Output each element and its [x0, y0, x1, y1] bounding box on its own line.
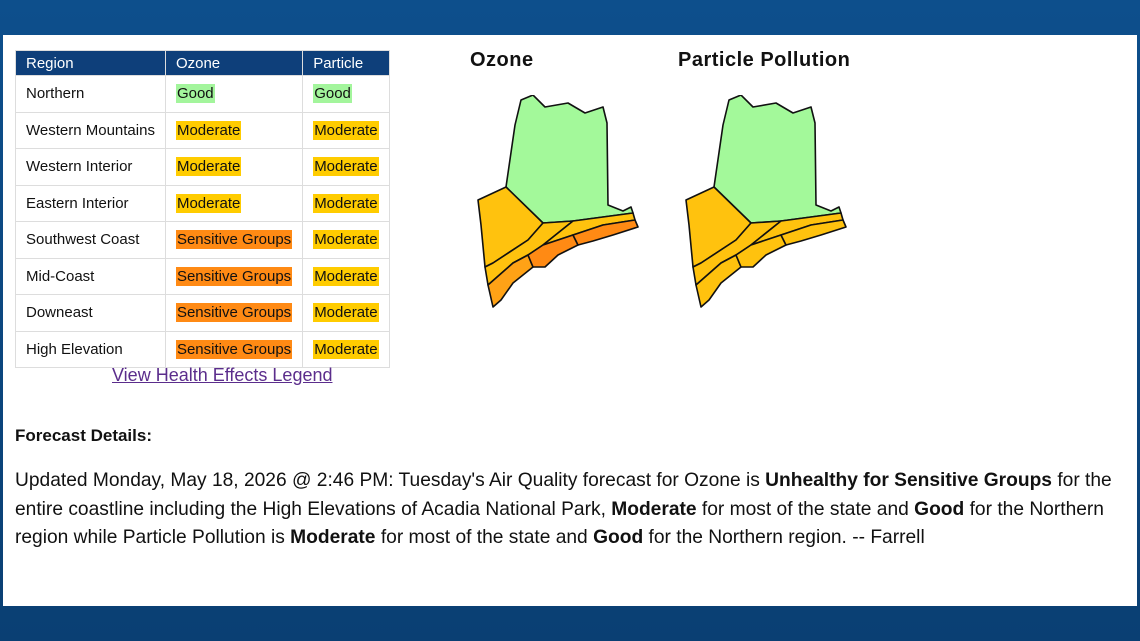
- rating-badge: Moderate: [313, 157, 379, 177]
- rating-badge: Sensitive Groups: [175, 339, 293, 359]
- text: for most of the state and: [701, 498, 909, 520]
- rating-cell: Moderate: [302, 184, 390, 222]
- forecast-text: Updated Monday, May 18, 2026 @ 2:46 PM: …: [15, 467, 1130, 553]
- rating-cell: Sensitive Groups: [164, 294, 304, 332]
- table-header: Region Ozone Particle: [15, 50, 390, 76]
- content-panel: Region Ozone Particle Northern Good Good West…: [3, 35, 1137, 606]
- table-row: High Elevation Sensitive Groups Moderate: [15, 330, 390, 368]
- rating-cell: Moderate: [302, 294, 390, 332]
- bold-text: Unhealthy for Sensitive Groups: [765, 470, 1052, 491]
- column-header: Particle: [302, 50, 390, 76]
- air-quality-table: Region Ozone Particle Northern Good Good West…: [15, 50, 390, 368]
- rating-badge: Moderate: [313, 266, 379, 286]
- bold-text: Good: [914, 498, 965, 520]
- region-cell: Eastern Interior: [15, 184, 166, 222]
- text: for most of the state and: [380, 527, 588, 548]
- region-cell: Downeast: [15, 294, 166, 332]
- region-cell: Southwest Coast: [15, 221, 166, 259]
- rating-cell: Sensitive Groups: [164, 257, 304, 295]
- rating-badge: Moderate: [175, 193, 242, 213]
- region-cell: Mid-Coast: [15, 257, 166, 295]
- region-cell: High Elevation: [15, 330, 166, 368]
- rating-cell: Sensitive Groups: [164, 221, 304, 259]
- ozone-map: [477, 95, 639, 308]
- rating-badge: Moderate: [175, 157, 242, 177]
- bold-text: Moderate: [611, 498, 697, 520]
- table-row: Eastern Interior Moderate Moderate: [15, 184, 390, 222]
- rating-badge: Sensitive Groups: [175, 266, 293, 286]
- table-row: Southwest Coast Sensitive Groups Moderate: [15, 221, 390, 259]
- text: for the Northern region while Particle P…: [15, 498, 1104, 549]
- text: for the Northern region. -- Farrell: [648, 527, 925, 548]
- table-row: Western Mountains Moderate Moderate: [15, 111, 390, 149]
- text: Updated Monday, May 18, 2026 @ 2:46 PM: …: [15, 470, 760, 491]
- region-cell: Western Mountains: [15, 111, 166, 149]
- forecast-heading: Forecast Details:: [15, 426, 152, 445]
- rating-badge: Moderate: [175, 120, 242, 140]
- region-cell: Western Interior: [15, 148, 166, 186]
- region-cell: Northern: [15, 75, 166, 113]
- rating-badge: Moderate: [313, 230, 379, 250]
- map-title: Particle Pollution: [678, 49, 851, 71]
- table-row: Western Interior Moderate Moderate: [15, 148, 390, 186]
- rating-cell: Moderate: [164, 184, 304, 222]
- rating-badge: Moderate: [313, 303, 379, 323]
- rating-cell: Good: [164, 75, 304, 113]
- rating-cell: Moderate: [302, 257, 390, 295]
- particle-map: [685, 95, 847, 308]
- table-row: Northern Good Good: [15, 75, 390, 113]
- map-title: Ozone: [470, 49, 534, 71]
- rating-cell: Sensitive Groups: [164, 330, 304, 368]
- column-header: Ozone: [164, 50, 304, 76]
- rating-badge: Good: [313, 84, 352, 104]
- legend-link[interactable]: View Health Effects Legend: [112, 365, 333, 385]
- rating-cell: Moderate: [302, 148, 390, 186]
- column-header: Region: [15, 50, 166, 76]
- rating-cell: Good: [302, 75, 390, 113]
- rating-badge: Moderate: [313, 193, 379, 213]
- rating-cell: Moderate: [164, 148, 304, 186]
- rating-badge: Good: [175, 84, 215, 104]
- rating-badge: Moderate: [313, 120, 379, 140]
- maps: [477, 95, 847, 308]
- rating-cell: Moderate: [164, 111, 304, 149]
- rating-cell: Moderate: [302, 111, 390, 149]
- table-row: Downeast Sensitive Groups Moderate: [15, 294, 390, 332]
- rating-cell: Moderate: [302, 330, 390, 368]
- text: for the entire coastline including the H…: [15, 470, 1112, 520]
- rating-badge: Sensitive Groups: [175, 303, 293, 323]
- rating-badge: Moderate: [313, 339, 379, 359]
- table-row: Mid-Coast Sensitive Groups Moderate: [15, 257, 390, 295]
- rating-badge: Sensitive Groups: [175, 230, 293, 250]
- rating-cell: Moderate: [302, 221, 390, 259]
- bold-text: Moderate: [290, 527, 376, 548]
- bold-text: Good: [593, 527, 644, 548]
- table-body: Northern Good Good Western Mountains Moderat…: [15, 75, 390, 368]
